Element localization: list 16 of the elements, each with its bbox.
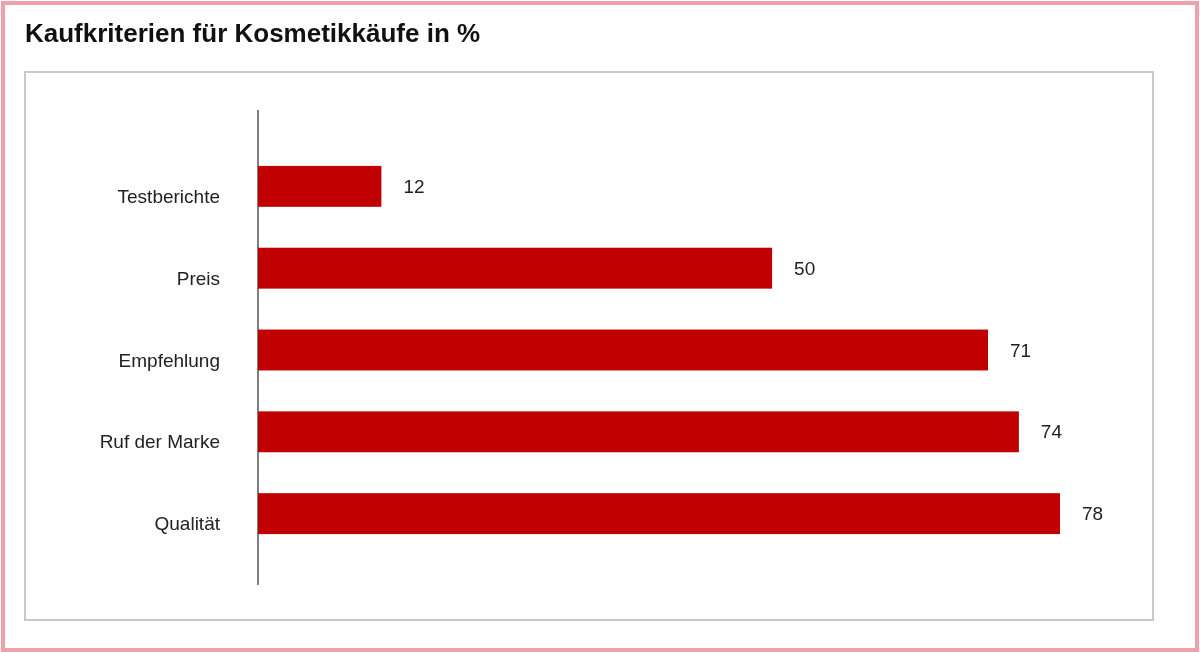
y-tick-label: Testberichte xyxy=(117,185,220,207)
chart-title: Kaufkriterien für Kosmetikkäufe in % xyxy=(25,18,481,48)
y-tick-label: Preis xyxy=(176,267,220,289)
data-label: 50 xyxy=(794,257,816,279)
bar xyxy=(258,329,989,371)
y-tick-label: Ruf der Marke xyxy=(99,431,220,453)
bar xyxy=(258,411,1019,453)
data-label: 78 xyxy=(1082,503,1104,525)
y-tick-label: Empfehlung xyxy=(118,349,220,371)
bar xyxy=(258,165,382,207)
data-label: 12 xyxy=(403,175,425,197)
y-tick-label: Qualität xyxy=(154,513,221,535)
bar xyxy=(258,493,1060,535)
data-label: 71 xyxy=(1010,339,1032,361)
bar xyxy=(258,247,773,289)
data-label: 74 xyxy=(1040,421,1063,443)
